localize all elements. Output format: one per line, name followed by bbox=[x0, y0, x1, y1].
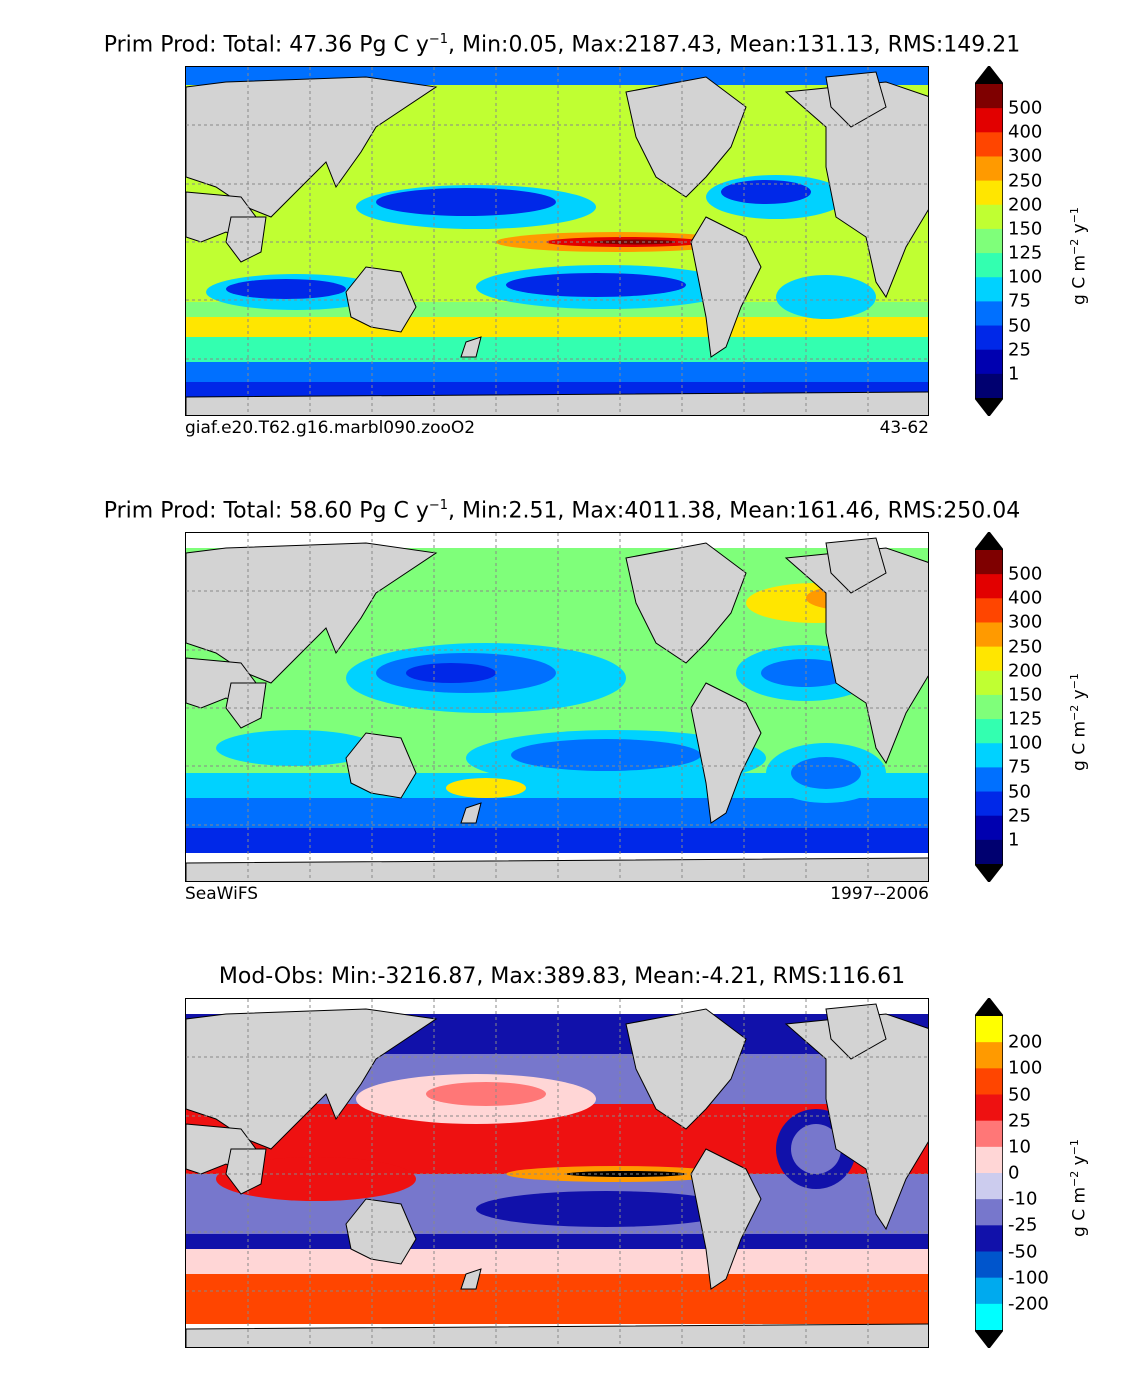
colorbar-swatch bbox=[975, 622, 1003, 648]
colorbar-swatch bbox=[975, 277, 1003, 302]
colorbar-tick-label: 100 bbox=[1008, 1057, 1043, 1079]
colorbar-swatch bbox=[975, 132, 1003, 157]
colorbar-swatch bbox=[975, 1199, 1003, 1226]
colorbar-swatch bbox=[975, 1225, 1003, 1252]
colorbar-tick-label: 250 bbox=[1008, 170, 1043, 192]
colorbar-tick-label: 200 bbox=[1008, 660, 1043, 682]
panel-3-colorbar bbox=[974, 996, 1004, 1350]
colorbar-tick-label: 250 bbox=[1008, 636, 1043, 658]
panel-2-caption-right: 1997--2006 bbox=[830, 884, 929, 904]
colorbar-swatch bbox=[975, 228, 1003, 254]
colorbar-tick-label: 125 bbox=[1008, 242, 1043, 264]
colorbar-tick-label: 300 bbox=[1008, 145, 1043, 167]
colorbar-swatch bbox=[975, 839, 1003, 865]
colorbar-tick-label: 10 bbox=[1008, 1136, 1031, 1158]
colorbar-swatch bbox=[975, 1251, 1003, 1279]
panel-1-title: Prim Prod: Total: 47.36 Pg C y−1, Min:0.… bbox=[103, 32, 1021, 58]
colorbar-swatch bbox=[975, 325, 1003, 351]
colorbar-over-arrow bbox=[975, 532, 1003, 550]
colorbar-swatch bbox=[975, 574, 1003, 599]
colorbar-swatch bbox=[975, 108, 1003, 133]
colorbar-swatch bbox=[975, 743, 1003, 768]
colorbar-swatch bbox=[975, 204, 1003, 230]
colorbar-tick-label: 125 bbox=[1008, 708, 1043, 730]
colorbar-tick-label: 1 bbox=[1008, 829, 1020, 851]
colorbar-tick-label: 150 bbox=[1008, 684, 1043, 706]
colorbar-tick-label: 100 bbox=[1008, 266, 1043, 288]
colorbar-swatch bbox=[975, 791, 1003, 817]
colorbar-tick-label: 50 bbox=[1008, 315, 1031, 337]
colorbar-tick-label: 400 bbox=[1008, 587, 1043, 609]
colorbar-tick-label: 75 bbox=[1008, 756, 1031, 778]
panel-1-caption-left: giaf.e20.T62.g16.marbl090.zooO2 bbox=[185, 418, 476, 438]
colorbar-swatch bbox=[975, 1173, 1003, 1200]
colorbar-swatch bbox=[975, 180, 1003, 206]
panel-3-title: Mod-Obs: Min:-3216.87, Max:389.83, Mean:… bbox=[218, 964, 906, 989]
panel-2-caption-left: SeaWiFS bbox=[185, 884, 259, 904]
difference-map bbox=[185, 998, 929, 1348]
panel-1-colorbar bbox=[974, 64, 1004, 418]
colorbar-tick-label: 300 bbox=[1008, 611, 1043, 633]
colorbar-swatch bbox=[975, 598, 1003, 623]
colorbar-tick-label: 150 bbox=[1008, 218, 1043, 240]
colorbar-swatch bbox=[975, 1068, 1003, 1095]
colorbar-swatch bbox=[975, 670, 1003, 696]
panel-1-caption-right: 43-62 bbox=[879, 418, 929, 438]
panel-2-title: Prim Prod: Total: 58.60 Pg C y−1, Min:2.… bbox=[103, 498, 1021, 524]
colorbar-swatch bbox=[975, 1120, 1003, 1148]
colorbar-over-arrow bbox=[975, 998, 1003, 1016]
colorbar-tick-label: 25 bbox=[1008, 339, 1031, 361]
colorbar-swatch bbox=[975, 815, 1003, 841]
colorbar-tick-label: 1 bbox=[1008, 363, 1020, 385]
colorbar-under-arrow bbox=[975, 398, 1003, 416]
colorbar-tick-label: 500 bbox=[1008, 563, 1043, 585]
colorbar-tick-label: 500 bbox=[1008, 97, 1043, 119]
colorbar-swatch bbox=[975, 1146, 1003, 1174]
colorbar-tick-label: 400 bbox=[1008, 121, 1043, 143]
colorbar-swatch bbox=[975, 84, 1003, 109]
colorbar-tick-label: 50 bbox=[1008, 1084, 1031, 1105]
colorbar-tick-label: 200 bbox=[1008, 1031, 1043, 1053]
colorbar-tick-label: 100 bbox=[1008, 732, 1043, 754]
colorbar-swatch bbox=[975, 1303, 1003, 1331]
colorbar-tick-label: 50 bbox=[1008, 781, 1031, 803]
panel-3-colorbar-label: g C m−2 y−1 bbox=[1068, 1139, 1090, 1237]
colorbar-swatch bbox=[975, 253, 1003, 278]
colorbar-swatch bbox=[975, 1042, 1003, 1069]
colorbar-tick-label: -200 bbox=[1008, 1293, 1049, 1315]
model-productivity-map bbox=[185, 66, 929, 416]
colorbar-under-arrow bbox=[975, 1330, 1003, 1348]
colorbar-over-arrow bbox=[975, 66, 1003, 84]
panel-2-colorbar-label: g C m−2 y−1 bbox=[1068, 673, 1090, 771]
observed-productivity-map bbox=[185, 532, 929, 882]
colorbar-swatch bbox=[975, 301, 1003, 327]
colorbar-swatch bbox=[975, 719, 1003, 744]
colorbar-swatch bbox=[975, 373, 1003, 399]
colorbar-swatch bbox=[975, 1094, 1003, 1122]
colorbar-tick-label: 0 bbox=[1008, 1162, 1020, 1184]
colorbar-tick-label: 200 bbox=[1008, 194, 1043, 216]
colorbar-swatch bbox=[975, 694, 1003, 720]
colorbar-swatch bbox=[975, 646, 1003, 672]
colorbar-swatch bbox=[975, 767, 1003, 793]
colorbar-tick-label: 75 bbox=[1008, 290, 1031, 312]
colorbar-tick-label: -10 bbox=[1008, 1188, 1038, 1210]
colorbar-tick-label: -100 bbox=[1008, 1267, 1049, 1289]
colorbar-tick-label: -25 bbox=[1008, 1214, 1038, 1236]
colorbar-under-arrow bbox=[975, 864, 1003, 882]
colorbar-swatch bbox=[975, 156, 1003, 182]
colorbar-swatch bbox=[975, 550, 1003, 575]
colorbar-tick-label: 25 bbox=[1008, 1110, 1031, 1132]
panel-2-colorbar bbox=[974, 530, 1004, 884]
colorbar-swatch bbox=[975, 1277, 1003, 1305]
colorbar-swatch bbox=[975, 1016, 1003, 1043]
colorbar-tick-label: 25 bbox=[1008, 805, 1031, 827]
colorbar-swatch bbox=[975, 349, 1003, 375]
colorbar-tick-label: -50 bbox=[1008, 1241, 1038, 1262]
panel-1-colorbar-label: g C m−2 y−1 bbox=[1068, 207, 1090, 305]
